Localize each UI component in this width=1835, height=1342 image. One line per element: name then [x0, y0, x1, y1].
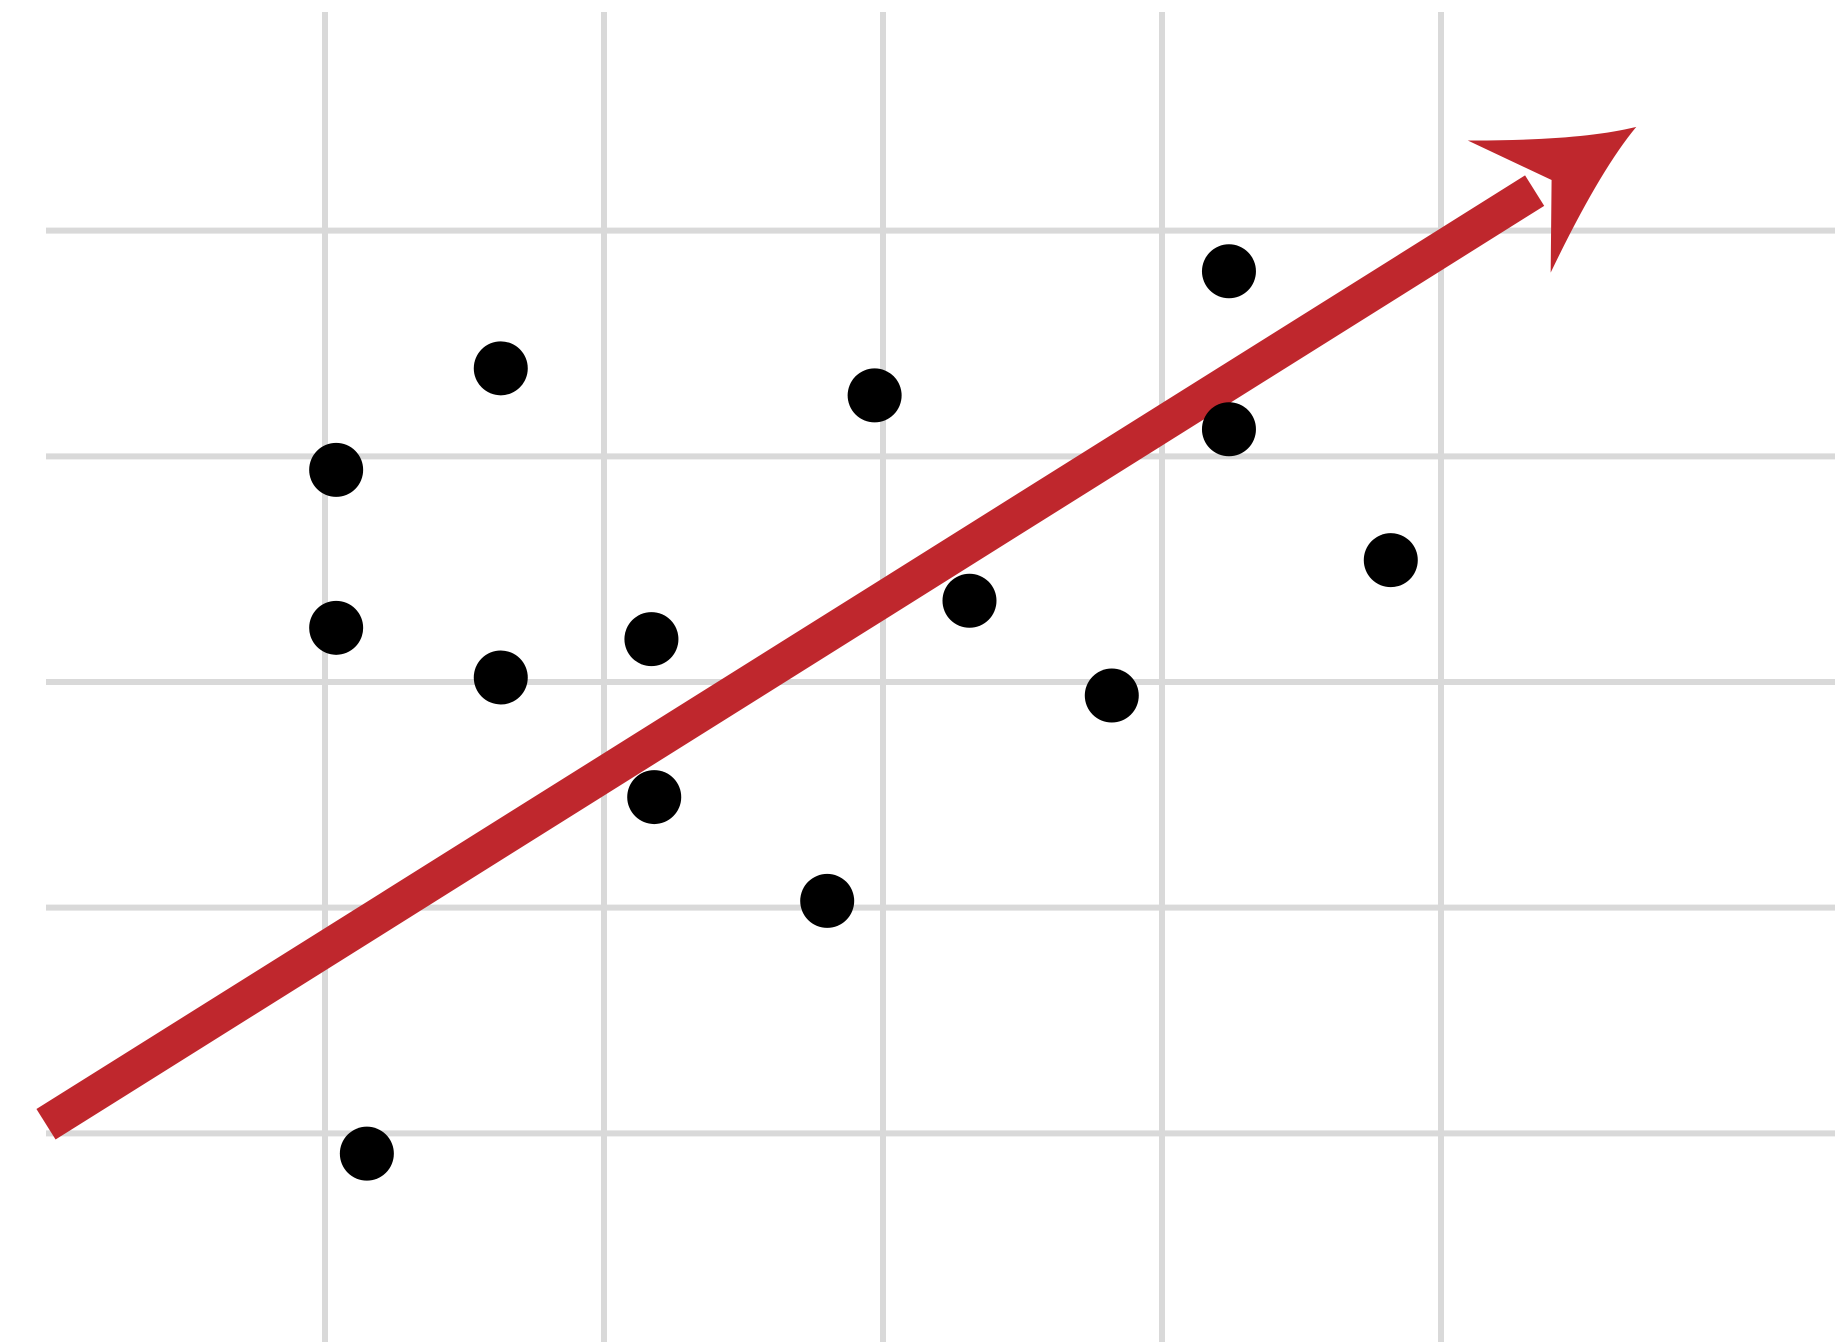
grid — [46, 12, 1835, 1342]
data-points — [309, 244, 1418, 1181]
trend-arrow-head — [1467, 126, 1637, 273]
data-point-11 — [1084, 668, 1139, 723]
data-point-2 — [309, 600, 364, 655]
trend-arrow-shaft — [36, 175, 1545, 1140]
data-point-13 — [1201, 402, 1256, 457]
data-point-8 — [800, 873, 855, 928]
data-point-3 — [339, 1126, 394, 1181]
data-point-10 — [942, 573, 997, 628]
data-point-6 — [624, 612, 679, 667]
data-point-5 — [473, 650, 528, 705]
data-point-9 — [847, 368, 902, 423]
data-point-14 — [1363, 533, 1418, 588]
data-point-12 — [1201, 244, 1256, 299]
trend-arrow — [36, 126, 1637, 1140]
data-point-7 — [627, 770, 682, 825]
data-point-4 — [473, 341, 528, 396]
data-point-1 — [309, 442, 364, 497]
